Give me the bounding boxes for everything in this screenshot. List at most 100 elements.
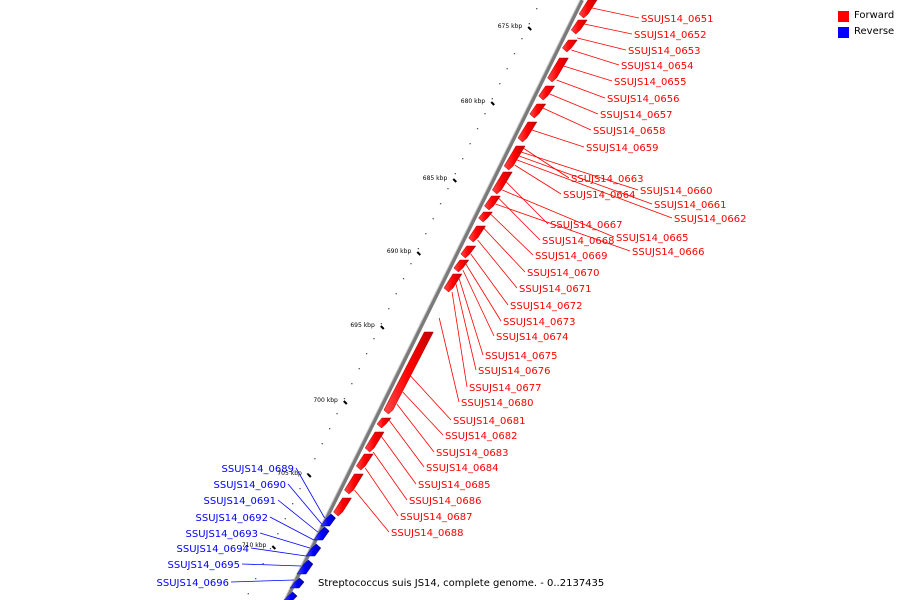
forward-gene xyxy=(562,39,578,53)
forward-gene-label: SSUJS14_0663 xyxy=(571,174,644,185)
forward-label-leader xyxy=(518,155,653,205)
forward-label-leader xyxy=(591,7,640,19)
forward-gene-label: SSUJS14_0668 xyxy=(542,236,615,247)
major-tick xyxy=(452,178,457,183)
forward-gene-label: SSUJS14_0664 xyxy=(563,190,636,201)
forward-gene-label: SSUJS14_0671 xyxy=(519,284,592,295)
forward-label-leader xyxy=(470,253,509,306)
forward-gene-label: SSUJS14_0682 xyxy=(445,431,518,442)
minor-tick xyxy=(247,593,249,595)
forward-label-leader xyxy=(571,49,620,66)
reverse-label-leader xyxy=(269,516,314,541)
legend: Forward Reverse xyxy=(838,8,894,40)
forward-gene-label: SSUJS14_0666 xyxy=(632,247,705,258)
forward-gene-label: SSUJS14_0672 xyxy=(510,301,583,312)
minor-tick xyxy=(454,173,457,175)
reverse-gene-label: SSUJS14_0693 xyxy=(186,529,259,540)
minor-tick xyxy=(506,68,508,70)
reverse-gene-label: SSUJS14_0696 xyxy=(157,578,230,589)
minor-tick xyxy=(491,98,493,100)
minor-tick xyxy=(343,398,346,400)
minor-tick xyxy=(373,338,375,340)
reverse-gene-label: SSUJS14_0692 xyxy=(196,513,269,524)
minor-tick xyxy=(388,308,390,310)
reverse-label-leader xyxy=(230,579,295,583)
forward-label-leader xyxy=(380,435,417,485)
forward-label-leader xyxy=(520,151,639,191)
forward-gene-label: SSUJS14_0656 xyxy=(607,94,680,105)
minor-tick xyxy=(469,143,471,145)
forward-gene xyxy=(478,211,494,223)
forward-label-leader xyxy=(364,467,399,517)
forward-gene xyxy=(503,145,526,171)
major-tick xyxy=(307,473,312,478)
forward-gene-label: SSUJS14_0680 xyxy=(461,398,534,409)
forward-gene-label: SSUJS14_0655 xyxy=(614,77,687,88)
forward-label-leader xyxy=(458,277,484,356)
forward-label-leader xyxy=(522,147,570,179)
forward-gene-label: SSUJS14_0661 xyxy=(654,200,727,211)
forward-label-leader xyxy=(502,189,615,238)
legend-reverse-label: Reverse xyxy=(854,26,895,37)
forward-gene xyxy=(578,0,598,19)
forward-label-leader xyxy=(577,37,627,51)
genome-caption: Streptococcus suis JS14, complete genome… xyxy=(318,578,605,589)
forward-gene xyxy=(376,417,392,429)
forward-gene-label: SSUJS14_0675 xyxy=(485,351,558,362)
minor-tick xyxy=(521,38,523,40)
minor-tick xyxy=(299,488,301,490)
axis-tick-label: 710 kbp xyxy=(242,542,267,549)
legend-forward-label: Forward xyxy=(854,10,895,21)
forward-gene-label: SSUJS14_0665 xyxy=(616,233,689,244)
forward-gene xyxy=(547,57,569,83)
forward-label-leader xyxy=(514,164,562,195)
reverse-label-leader xyxy=(259,532,310,549)
forward-label-leader xyxy=(354,489,390,533)
axis-tick-label: 690 kbp xyxy=(387,248,412,255)
forward-gene-label: SSUJS14_0673 xyxy=(503,317,576,328)
minor-tick xyxy=(462,158,464,160)
forward-label-leader xyxy=(455,283,477,371)
forward-label-leader xyxy=(516,159,673,219)
forward-gene-label: SSUJS14_0685 xyxy=(418,480,491,491)
forward-gene xyxy=(355,453,374,471)
forward-gene xyxy=(492,171,513,195)
forward-gene-label: SSUJS14_0660 xyxy=(640,186,713,197)
forward-label-leader xyxy=(462,269,495,337)
forward-gene-label: SSUJS14_0687 xyxy=(400,512,473,523)
forward-label-leader xyxy=(372,451,408,501)
axis-tick-label: 680 kbp xyxy=(461,98,486,105)
minor-tick xyxy=(321,443,323,445)
minor-tick xyxy=(306,473,309,475)
axis-tick-label: 675 kbp xyxy=(498,23,523,30)
minor-tick xyxy=(513,53,516,55)
major-tick xyxy=(416,251,421,256)
reverse-label-leader xyxy=(241,563,301,567)
minor-tick xyxy=(365,353,368,355)
axis-tick-label: 700 kbp xyxy=(313,397,338,404)
genome-backbone-highlight xyxy=(283,0,581,600)
forward-label-leader xyxy=(483,227,526,273)
minor-tick xyxy=(314,458,316,460)
minor-tick xyxy=(484,113,486,115)
reverse-label-leader xyxy=(250,547,306,557)
forward-gene-label: SSUJS14_0677 xyxy=(469,383,542,394)
axis-tick-label: 685 kbp xyxy=(423,175,448,182)
minor-tick xyxy=(499,83,501,85)
reverse-label-leader xyxy=(295,467,325,519)
forward-gene-label: SSUJS14_0670 xyxy=(527,268,600,279)
forward-gene-label: SSUJS14_0652 xyxy=(634,30,707,41)
forward-gene-label: SSUJS14_0662 xyxy=(674,214,747,225)
forward-label-leader xyxy=(388,419,425,468)
minor-tick xyxy=(255,578,257,580)
forward-label-leader xyxy=(542,107,592,131)
reverse-gene xyxy=(289,577,305,589)
forward-gene-label: SSUJS14_0667 xyxy=(550,220,623,231)
forward-label-leader xyxy=(531,129,585,148)
minor-tick xyxy=(476,128,479,130)
major-tick xyxy=(380,325,385,330)
reverse-gene xyxy=(283,591,298,600)
minor-tick xyxy=(395,293,397,295)
forward-label-leader xyxy=(549,93,599,115)
